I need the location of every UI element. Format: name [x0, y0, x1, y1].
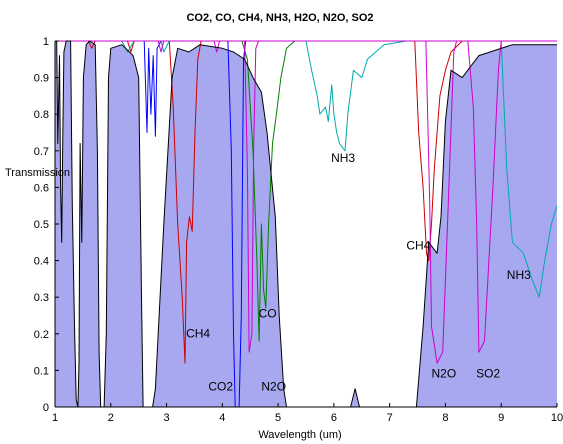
chart-title: CO2, CO, CH4, NH3, H2O, N2O, SO2 — [186, 12, 373, 24]
series-group — [55, 40, 557, 407]
series-line-ch4 — [55, 40, 557, 364]
x-tick-label: 8 — [442, 412, 448, 424]
y-tick-label: 0.4 — [34, 256, 49, 268]
y-tick-label: 0.5 — [34, 219, 49, 231]
plot-area: 1 2 3 4 5 6 7 8 9 10 0 0.1 0.2 0.3 0.4 0.5 0.6 0.7 0.8 0.9 1… — [34, 36, 563, 424]
annotation-co: CO — [259, 306, 277, 320]
annotation-nh3: NH3 — [331, 151, 355, 165]
x-tick-label: 6 — [331, 412, 337, 424]
y-tick-label: 0.9 — [34, 73, 49, 85]
annotation-n2o: N2O — [261, 380, 286, 394]
series-line-nh3 — [55, 40, 557, 298]
x-tick-label: 5 — [275, 412, 281, 424]
annotation-ch4: CH4 — [186, 326, 210, 340]
annotation-so2: SO2 — [476, 367, 500, 381]
x-tick-label: 3 — [163, 412, 169, 424]
y-tick-label: 1 — [43, 36, 49, 48]
x-tick-label: 7 — [387, 412, 393, 424]
y-tick-label: 0.2 — [34, 329, 49, 341]
x-tick-label: 9 — [498, 412, 504, 424]
annotation-n2o: N2O — [432, 367, 457, 381]
series-line-h2o — [55, 40, 557, 407]
y-tick-label: 0 — [43, 402, 49, 414]
series-fill-h2o — [55, 41, 557, 407]
x-tick-label: 4 — [219, 412, 225, 424]
y-tick-label: 0.3 — [34, 292, 49, 304]
x-tick-label: 10 — [551, 412, 563, 424]
y-tick-label: 0.8 — [34, 109, 49, 121]
x-axis-label: Wavelength (um) — [258, 429, 341, 441]
series-line-so2 — [55, 40, 557, 353]
annotation-ch4: CH4 — [406, 239, 430, 253]
y-tick-label: 0.7 — [34, 146, 49, 158]
y-tick-label: 0.1 — [34, 365, 49, 377]
annotation-co2: CO2 — [208, 380, 233, 394]
x-tick-label: 2 — [108, 412, 114, 424]
y-axis-label: Transmission — [5, 167, 70, 179]
x-tick-label: 1 — [52, 412, 58, 424]
annotation-nh3: NH3 — [507, 268, 531, 282]
y-tick-label: 0.6 — [34, 182, 49, 194]
series-line-co — [55, 40, 557, 342]
